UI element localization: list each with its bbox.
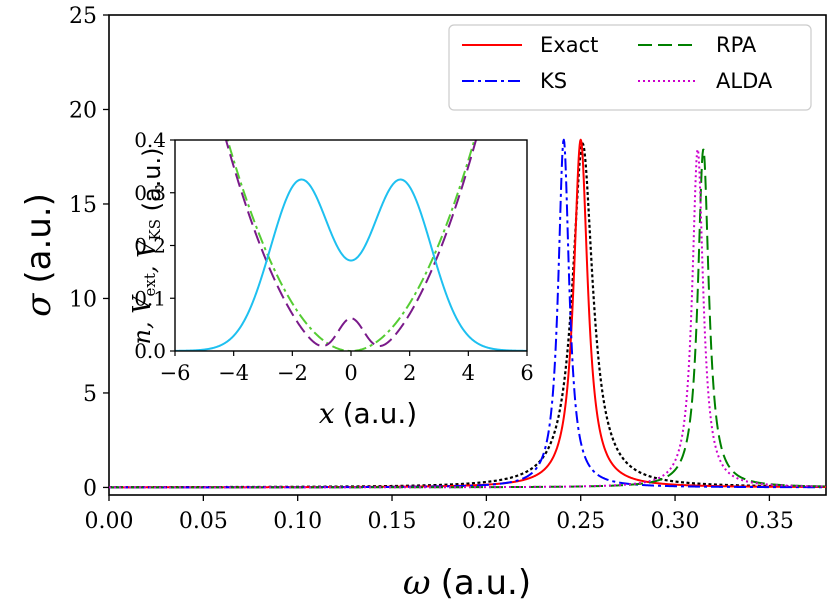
main-plot-frame — [108, 14, 827, 496]
inset-series-group — [175, 140, 527, 351]
inset-x-tick-label: 2 — [403, 361, 416, 385]
inset-y-tick-label: 0.1 — [134, 286, 166, 310]
main-x-tick-label: 0.25 — [556, 509, 605, 534]
legend: Exact KS RPA ALDA — [448, 24, 812, 111]
inset-series-line-v-ks — [224, 140, 478, 348]
main-x-axis-unit: (a.u.) — [441, 563, 532, 603]
series-line-ks — [108, 138, 827, 489]
inset-x-tick-label: 0 — [344, 361, 357, 385]
inset-y-axis-label-part: n, V — [128, 294, 156, 345]
main-y-axis-unit: (a.u.) — [19, 193, 59, 284]
inset-y-axis-label: n, Vext, VKS (a.u.) — [128, 147, 166, 344]
inset-y-tick-label: 0.3 — [134, 181, 166, 205]
legend-label-ks: KS — [540, 69, 567, 93]
inset-x-tick-label: 6 — [520, 361, 533, 385]
main-x-tick-label: 0.30 — [651, 509, 700, 534]
main-y-axis-symbol: σ — [19, 293, 59, 317]
legend-label-alda: ALDA — [716, 69, 773, 93]
main-x-tick-label: 0.20 — [462, 509, 511, 534]
legend-label-exact: Exact — [540, 33, 598, 57]
inset-x-tick-label: −2 — [277, 361, 308, 385]
inset-x-axis-unit: (a.u.) — [343, 397, 418, 430]
main-y-tick-label: 15 — [69, 193, 97, 218]
inset-x-tick-label: 4 — [462, 361, 475, 385]
series-line-reference — [108, 142, 827, 489]
inset-x-axis-label: x (a.u.) — [319, 397, 417, 430]
main-x-tick-label: 0.35 — [745, 509, 794, 534]
inset-x-ticks: −6 −4 −2 0 2 4 6 — [160, 351, 534, 385]
main-y-tick-label: 5 — [83, 382, 97, 407]
main-x-tick-label: 0.05 — [179, 509, 228, 534]
main-y-tick-label: 20 — [69, 98, 97, 123]
inset-x-tick-label: −6 — [160, 361, 191, 385]
inset-series-line-n — [175, 178, 527, 351]
main-x-axis-symbol: ω — [403, 563, 431, 603]
inset-series-line-v-ext — [226, 140, 476, 351]
inset-y-tick-label: 0.2 — [134, 234, 166, 258]
main-x-tick-label: 0.00 — [85, 509, 134, 534]
main-y-axis-label: σ (a.u.) — [19, 193, 59, 317]
main-y-ticks: 0 5 10 15 20 25 — [69, 4, 109, 501]
main-y-tick-label: 25 — [69, 4, 97, 29]
inset-x-tick-label: −4 — [218, 361, 249, 385]
legend-frame — [448, 24, 812, 111]
main-x-tick-label: 0.10 — [273, 509, 322, 534]
inset-y-ticks: 0.0 0.1 0.2 0.3 0.4 — [134, 128, 175, 363]
main-x-axis-label: ω (a.u.) — [403, 563, 531, 603]
inset-y-axis-label-part: ext — [141, 273, 159, 296]
inset-y-axis-label-part: (a.u.) — [138, 147, 166, 219]
inset-y-axis-label-part: KS — [146, 219, 164, 240]
main-series-group — [108, 138, 827, 489]
main-y-tick-label: 10 — [69, 287, 97, 312]
main-y-tick-label: 0 — [83, 476, 97, 501]
main-x-ticks: 0.00 0.05 0.10 0.15 0.20 0.25 0.30 0.35 — [85, 495, 794, 534]
inset-y-axis-label-part: , V — [133, 238, 161, 273]
main-x-tick-label: 0.15 — [368, 509, 417, 534]
inset-plot: −6 −4 −2 0 2 4 6 0.00.10.20.30.4 x (a.u.) n, Ve… — [128, 128, 534, 430]
inset-y-tick-label: 0.0 — [134, 339, 166, 363]
inset-x-axis-symbol: x — [319, 397, 335, 430]
inset-y-tick-label: 0.4 — [134, 128, 166, 152]
main-plot: 0.00 0.05 0.10 0.15 0.20 0.25 0.30 0.35 0510152… — [19, 4, 827, 603]
legend-label-rpa: RPA — [716, 33, 757, 57]
inset-plot-background — [175, 140, 527, 351]
